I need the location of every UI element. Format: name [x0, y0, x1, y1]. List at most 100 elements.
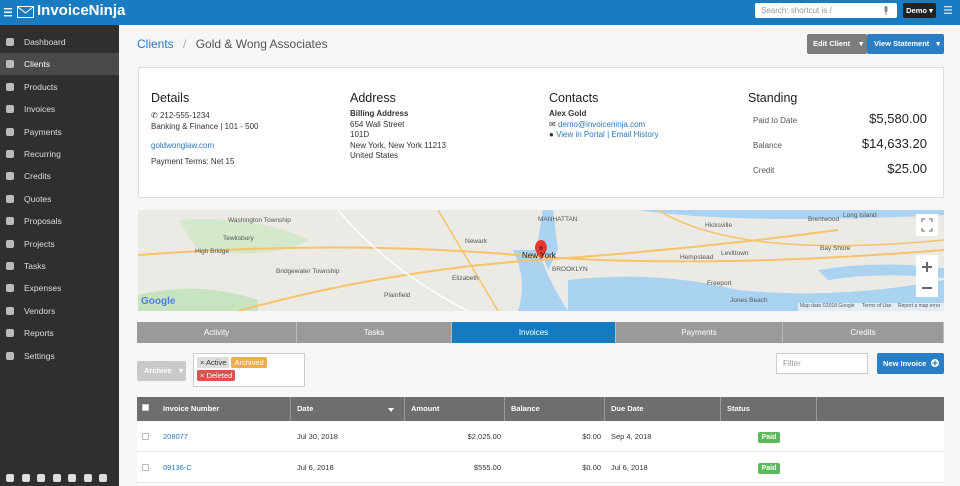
nav-label: Payments	[24, 126, 62, 137]
footer-icon[interactable]	[37, 474, 45, 482]
footer-icon[interactable]	[99, 474, 107, 482]
user-menu[interactable]: Demo ▾	[903, 3, 936, 18]
archive-button[interactable]: Archive ▾	[137, 361, 186, 381]
mic-icon[interactable]	[883, 6, 889, 15]
nav-label: Projects	[24, 238, 55, 249]
map-graphic	[138, 210, 944, 311]
row-checkbox[interactable]	[142, 433, 149, 440]
nav-label: Clients	[24, 59, 50, 70]
map[interactable]: Washington Township Tewksbury High Bridge B…	[138, 210, 944, 311]
filter-tag[interactable]: × Deleted	[197, 370, 236, 381]
portal-link[interactable]: View in Portal	[556, 130, 605, 139]
standing-row: Balance $14,633.20	[748, 132, 938, 157]
map-label: Brentwood	[808, 216, 840, 223]
nav-icon	[6, 105, 14, 114]
contact-links: ● View in Portal | Email History	[549, 130, 659, 139]
footer-icon[interactable]	[83, 474, 92, 482]
standing-value: $5,580.00	[869, 111, 927, 126]
address-column: Address Billing Address 654 Wall Street …	[350, 91, 530, 162]
nav-label: Products	[24, 81, 58, 92]
column-header[interactable]: Balance	[505, 397, 605, 421]
table-cell: $2,025.00	[467, 432, 501, 441]
new-invoice-button[interactable]: New Invoice	[877, 353, 944, 374]
menu-icon[interactable]	[4, 8, 12, 17]
map-label: Bay Shore	[820, 245, 851, 252]
nav-item[interactable]: Credits	[0, 165, 119, 187]
email-link[interactable]: demo@invoiceninja.com	[557, 119, 646, 129]
nav-item[interactable]: Recurring	[0, 143, 119, 165]
nav-item[interactable]: Products	[0, 76, 119, 98]
edit-client-label: Edit Client	[813, 39, 851, 48]
table-cell[interactable]: 208077	[163, 432, 189, 441]
column-header[interactable]: Amount	[405, 397, 505, 421]
logo-text[interactable]: InvoiceNinja	[37, 2, 126, 19]
nav-item[interactable]: Expenses	[0, 277, 119, 299]
nav-item[interactable]: Settings	[0, 345, 119, 367]
map-label: Hempstead	[680, 254, 714, 261]
tab[interactable]: Credits	[783, 322, 944, 343]
footer-icon[interactable]	[52, 474, 61, 482]
nav-item[interactable]: Projects	[0, 233, 119, 255]
status-filter[interactable]: × Active Archived × Deleted	[193, 353, 305, 387]
select-all-checkbox[interactable]	[142, 404, 149, 411]
map-label: MANHATTAN	[538, 216, 578, 223]
nav-item[interactable]: Reports	[0, 322, 119, 344]
footer-icon[interactable]	[21, 474, 30, 482]
column-header[interactable]: Invoice Number	[157, 397, 291, 421]
tab[interactable]: Activity	[137, 322, 297, 343]
nav-item[interactable]: Dashboard	[0, 31, 119, 53]
standing-value: $14,633.20	[861, 136, 927, 151]
website[interactable]: goldwonglaw.com	[151, 141, 215, 150]
filter-input[interactable]: Filter	[776, 353, 868, 374]
row-checkbox[interactable]	[142, 464, 149, 471]
column-header[interactable]: Status	[721, 397, 817, 421]
tab[interactable]: Tasks	[297, 322, 452, 343]
nav-item[interactable]: Invoices	[0, 98, 119, 120]
column-header[interactable]: Due Date	[605, 397, 721, 421]
nav-item[interactable]: Quotes	[0, 188, 119, 210]
nav-item[interactable]: Proposals	[0, 210, 119, 232]
search-box[interactable]: Search: shortcut is /	[755, 3, 897, 18]
tab[interactable]: Invoices	[452, 322, 616, 343]
nav-icon	[6, 60, 14, 69]
filter-tag[interactable]: Archived	[231, 357, 267, 368]
user-menu-label: Demo	[906, 6, 927, 15]
table-cell: $0.00	[582, 463, 601, 472]
history-link[interactable]: Email History	[611, 130, 659, 139]
nav-item[interactable]: Vendors	[0, 300, 119, 322]
contact-name: Alex Gold	[549, 109, 587, 118]
footer-icon[interactable]	[6, 474, 14, 482]
map-report[interactable]: Report a map error	[898, 303, 941, 309]
address-line: 654 Wall Street	[350, 119, 405, 129]
column-header[interactable]: Date	[291, 397, 405, 421]
nav-item[interactable]: Payments	[0, 121, 119, 143]
phone: ✆ 212-555-1234	[151, 111, 210, 120]
standing-heading: Standing	[748, 91, 798, 105]
address-line: 101D	[350, 130, 370, 139]
table-cell: $555.00	[473, 463, 501, 472]
view-statement-button[interactable]: View Statement ▾	[867, 34, 944, 54]
settings-menu-icon[interactable]	[944, 6, 952, 14]
table-cell[interactable]: 09136-C	[163, 463, 192, 472]
breadcrumb-parent[interactable]: Clients	[137, 37, 174, 51]
table-cell: Jul 30, 2018	[297, 432, 338, 441]
map-label: Newark	[465, 238, 488, 245]
map-label: Freeport	[707, 280, 732, 287]
nav-icon	[6, 217, 14, 226]
footer-icon[interactable]	[68, 474, 76, 482]
map-terms[interactable]: Terms of Use	[862, 303, 892, 309]
top-bar: InvoiceNinja Search: shortcut is / Demo …	[0, 0, 960, 25]
nav-icon	[6, 82, 14, 91]
nav-label: Settings	[24, 350, 55, 361]
nav-label: Dashboard	[24, 37, 66, 47]
table-header	[137, 397, 944, 421]
edit-client-button[interactable]: Edit Client ▾	[807, 34, 867, 54]
nav-icon	[6, 239, 14, 248]
nav-item[interactable]: Tasks	[0, 255, 119, 277]
table-row	[137, 452, 944, 483]
nav-label: Credits	[24, 171, 51, 182]
contact-email: ✉ demo@invoiceninja.com	[549, 119, 646, 129]
tab[interactable]: Payments	[616, 322, 783, 343]
nav-item[interactable]: Clients	[0, 53, 119, 76]
filter-tag[interactable]: × Active	[197, 357, 230, 368]
